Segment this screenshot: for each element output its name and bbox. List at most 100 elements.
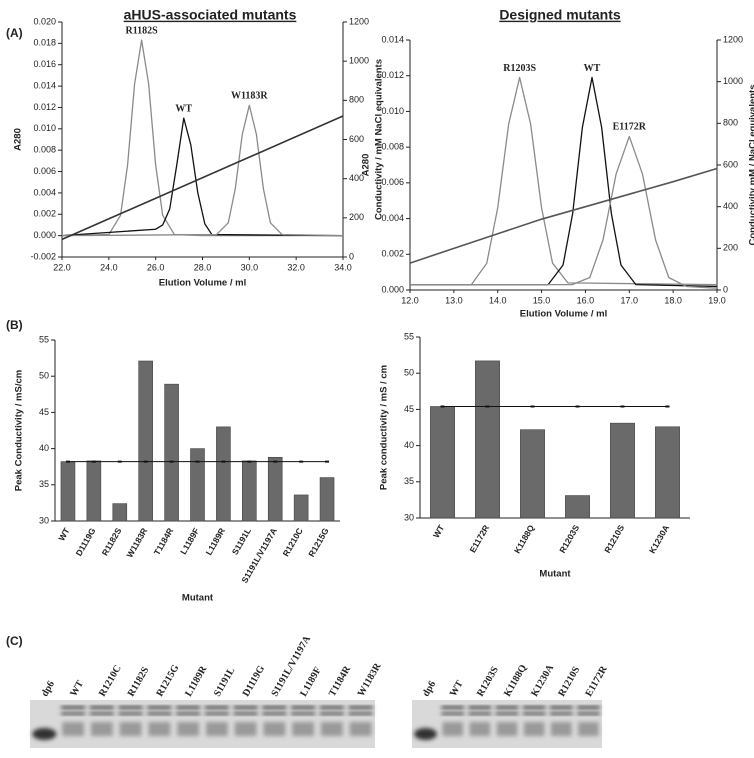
lane-label: T1184R [327, 664, 354, 699]
x-tick-label: 16.0 [577, 295, 595, 305]
bar [520, 430, 544, 518]
gel-band [262, 712, 286, 715]
y2-tick-label: 800 [723, 118, 738, 128]
lane-label: dp6 [39, 679, 57, 698]
y2-axis-title: Conductivity mM / NaCl equivalents [748, 85, 754, 246]
heading: Designed mutants [499, 7, 621, 23]
bar [191, 449, 205, 521]
x-tick-label: D1119G [74, 526, 98, 558]
x-tick-label: WT [431, 522, 447, 539]
x-tick-label: 17.0 [621, 295, 639, 305]
y-tick-label: 40 [39, 443, 49, 453]
x-tick-label: K1188Q [512, 523, 536, 555]
peak-label: WT [175, 103, 192, 114]
gel-smear [497, 722, 518, 736]
y-axis-title: Peak Conductivity / mS/cm [14, 370, 25, 491]
y-axis-title: A280 [13, 128, 24, 151]
gel-band [320, 706, 344, 709]
x-tick-label: 28.0 [194, 262, 212, 272]
y2-tick-label: 0 [349, 251, 354, 261]
y2-tick-label: 1200 [723, 34, 743, 44]
y-tick-label: 0.004 [33, 187, 56, 197]
lane-label: R1210S [556, 664, 582, 698]
peak-label: W1183R [231, 91, 268, 102]
gel-band [262, 706, 286, 709]
gel-smear [263, 722, 285, 736]
y-tick-label: 0.012 [33, 102, 56, 112]
peak-label: WT [584, 63, 601, 74]
lane-label: dp6 [421, 679, 439, 698]
bar [268, 457, 282, 521]
x-tick-label: R1203S [557, 523, 581, 555]
x-tick-label: 19.0 [708, 295, 726, 305]
bar [113, 504, 127, 521]
lane-label: R1182S [126, 665, 152, 699]
trace [62, 40, 343, 235]
gel-smear [148, 722, 170, 736]
bar [430, 407, 454, 518]
x-axis-title: Elution Volume / ml [520, 309, 607, 320]
x-tick-label: 24.0 [100, 262, 118, 272]
y-tick-label: 0.008 [381, 142, 404, 152]
y-tick-label: 0.004 [381, 213, 404, 223]
x-tick-label: 34.0 [334, 262, 352, 272]
lane-label: WT [448, 678, 466, 698]
gel-smear [120, 722, 142, 736]
x-axis-title: Mutant [182, 593, 214, 604]
gel-band [577, 712, 600, 715]
gel-band [90, 706, 114, 709]
y-tick-label: 0.000 [33, 230, 56, 240]
lane-label: WT [68, 678, 86, 698]
x-tick-label: 30.0 [241, 262, 259, 272]
panel-label: (C) [6, 634, 23, 648]
gel-band [441, 706, 464, 709]
lane-label: R1210C [97, 663, 124, 698]
gel-band [496, 706, 519, 709]
y-tick-label: 35 [39, 479, 49, 489]
y-tick-label: 0.016 [33, 59, 56, 69]
bar [216, 427, 230, 521]
chart: 303540455055Peak conductivity / mS / cmM… [379, 331, 690, 579]
y2-tick-label: 1000 [723, 76, 743, 86]
chart: -0.0020.0000.0020.0040.0060.0080.0100.01… [13, 16, 385, 288]
x-tick-label: S1191L [230, 526, 253, 556]
gel-band [234, 712, 258, 715]
gel-smear [470, 722, 491, 736]
y2-tick-label: 400 [723, 201, 738, 211]
x-tick-label: 18.0 [664, 295, 682, 305]
x-tick-label: R1210S [602, 523, 626, 555]
gel-band [291, 706, 315, 709]
x-tick-label: L1189R [204, 526, 228, 557]
y-tick-label: 0.006 [33, 166, 56, 176]
trace [410, 78, 717, 285]
y-tick-label: 50 [39, 371, 49, 381]
x-tick-label: R1215G [306, 526, 331, 559]
lane-label: L1189F [298, 665, 324, 698]
trace [62, 116, 343, 239]
gel-band [61, 712, 85, 715]
y-tick-label: 55 [39, 334, 49, 344]
lane-label: K1188Q [502, 663, 529, 699]
bar [320, 478, 334, 521]
panel-label: (A) [6, 26, 23, 40]
y-tick-label: 0.018 [33, 38, 56, 48]
lane-label: D1119G [241, 664, 268, 699]
gel-band [205, 712, 229, 715]
y2-axis-title: Conductivity / mM NaCl equivalents [374, 59, 385, 220]
gel-band [468, 706, 491, 709]
gel-band [234, 706, 258, 709]
y2-tick-label: 800 [349, 95, 364, 105]
gel-band [32, 728, 56, 740]
x-tick-label: 32.0 [287, 262, 305, 272]
gel-band [349, 712, 373, 715]
x-tick-label: WT [56, 525, 72, 542]
figure: aHUS-associated mutants Designed mutants… [0, 0, 754, 758]
bar [294, 495, 308, 521]
x-tick-label: R1210C [281, 526, 305, 558]
gel-band [550, 706, 573, 709]
x-tick-label: K1230A [647, 523, 671, 555]
lane-label: R1203S [475, 664, 501, 698]
chart: 0.0000.0020.0040.0060.0080.0100.0120.014… [361, 34, 754, 319]
